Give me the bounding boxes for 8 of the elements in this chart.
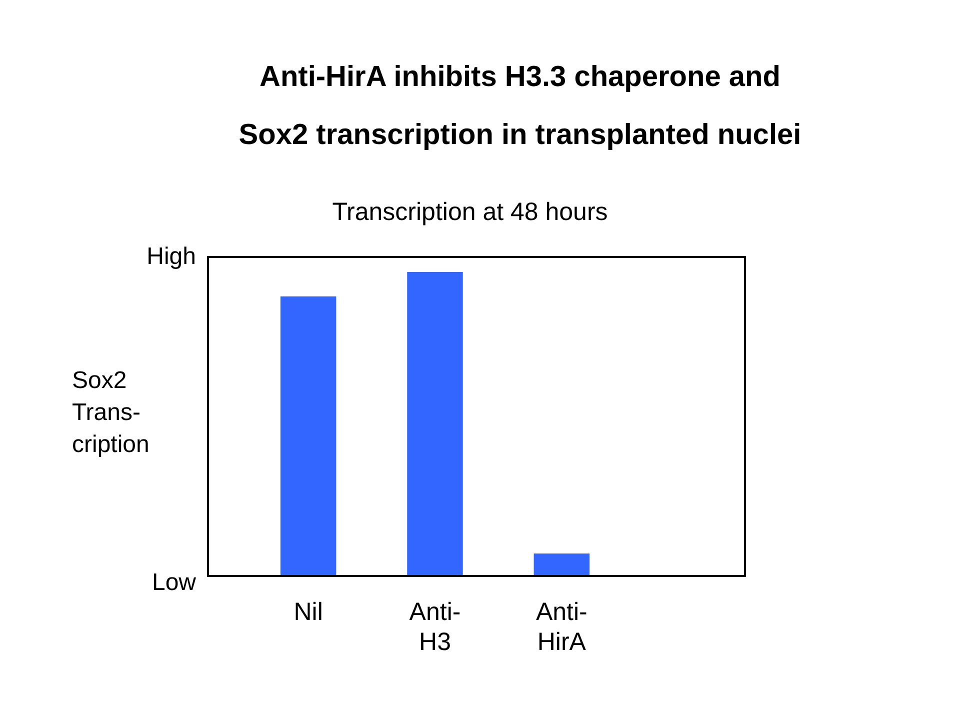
chart-title: Anti-HirA inhibits H3.3 chaperone and Sox2 transcription in transplanted nuclei [238, 60, 802, 153]
text: Low [152, 569, 196, 597]
text: High [146, 243, 196, 271]
y-axis-title: Sox2 Trans- cription [72, 366, 150, 460]
x-tick-label: Nil [294, 598, 323, 626]
chart-subtitle: Transcription at 48 hours [331, 198, 609, 227]
x-tick-label: Anti- H3 [409, 598, 461, 656]
x-tick-label: Anti- HirA [536, 598, 588, 656]
